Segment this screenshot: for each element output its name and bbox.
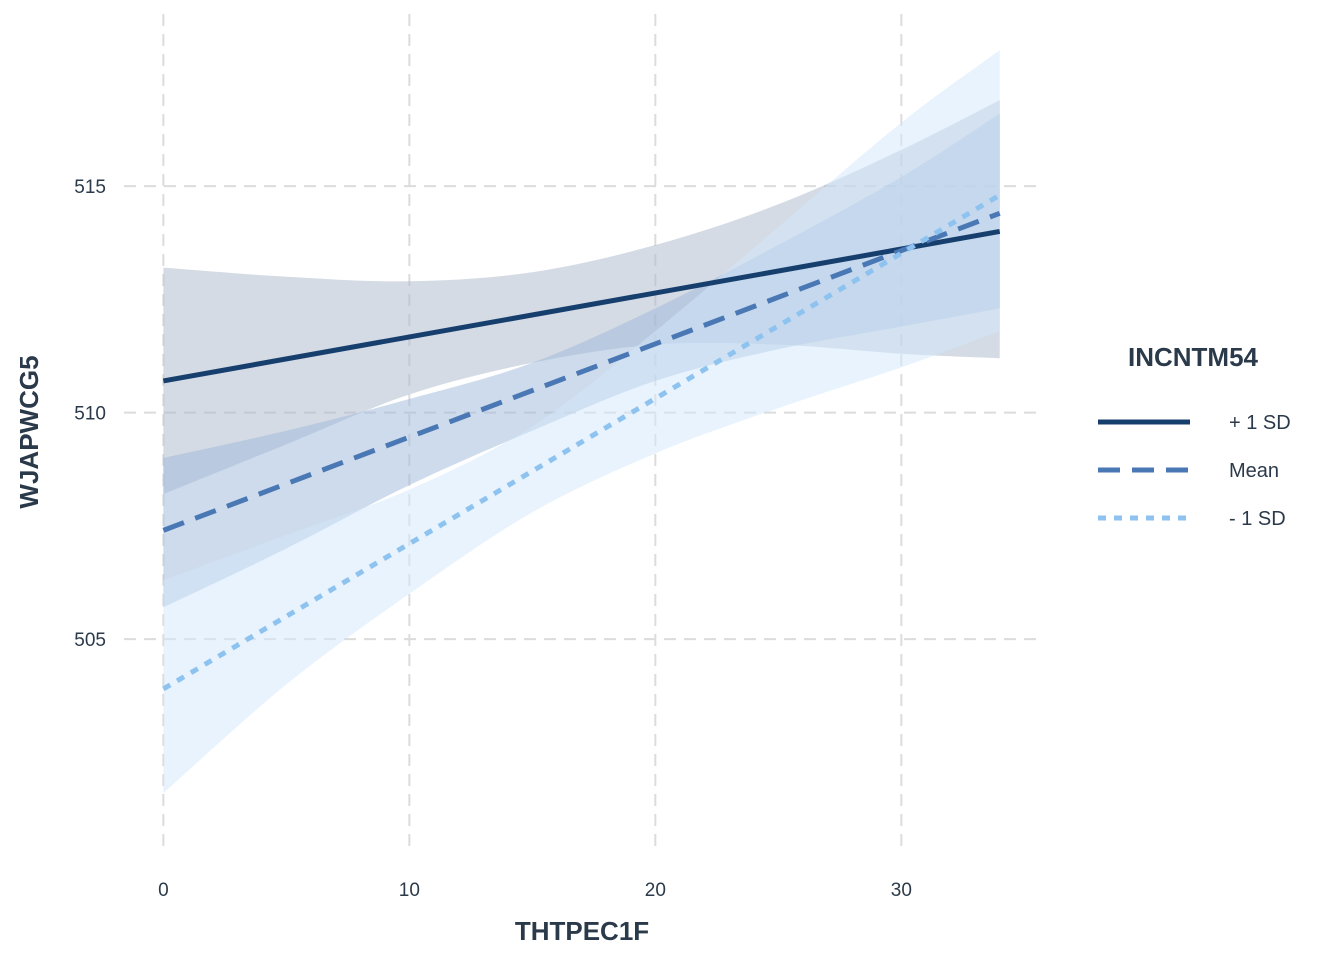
y-tick-label: 505 [74,630,106,651]
x-tick-label: 0 [158,880,169,901]
x-axis-title: THTPEC1F [515,916,649,946]
tick-labels: 0 10 20 30 505 510 515 [74,177,912,901]
series-line-2 [162,193,1001,692]
x-tick-label: 30 [891,880,912,901]
legend-label-2: - 1 SD [1229,508,1286,530]
y-axis-title: WJAPWCG5 [14,355,44,508]
legend: INCNTM54 + 1 SD Mean - 1 SD [1098,342,1291,530]
series-line-1 [162,210,1001,533]
legend-label-1: Mean [1229,460,1279,482]
ci-band-1 [163,113,1000,608]
ci-band-0 [163,100,1000,495]
x-tick-label: 20 [645,880,666,901]
x-tick-label: 10 [399,880,420,901]
y-tick-label: 510 [74,404,106,425]
ci-band-2 [163,50,1000,794]
series-lines [162,193,1001,692]
legend-title: INCNTM54 [1128,342,1259,372]
series-line-0 [162,228,1001,384]
y-tick-label: 515 [74,177,106,198]
legend-label-0: + 1 SD [1229,412,1291,434]
confidence-bands [163,50,1000,794]
legend-keys: + 1 SD Mean - 1 SD [1098,412,1291,530]
